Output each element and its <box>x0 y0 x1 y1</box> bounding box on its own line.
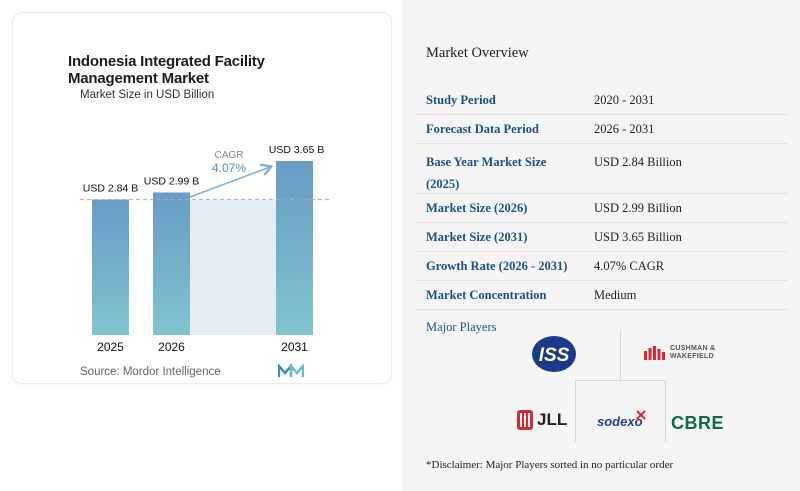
row-value: USD 2.84 Billion <box>594 155 682 169</box>
iss-logo: ISS <box>532 336 576 372</box>
bar-chart: USD 2.84 B USD 2.99 B USD 3.65 B 2025 2026 20… <box>80 144 332 354</box>
bar-2031 <box>276 161 313 335</box>
cushman-wakefield-logo: CUSHMAN & WAKEFIELD <box>644 345 728 361</box>
jll-emblem-icon <box>517 410 533 430</box>
x-tick-label: 2025 <box>97 340 124 354</box>
grid-divider <box>575 380 665 381</box>
x-tick-label: 2026 <box>158 340 185 354</box>
jll-logo-text: JLL <box>537 410 568 429</box>
iss-logo-text: ISS <box>539 345 570 366</box>
overview-title: Market Overview <box>426 45 529 61</box>
x-tick-label: 2031 <box>281 340 308 354</box>
grid-divider <box>575 380 576 442</box>
table-row: Base Year Market Size (2025) USD 2.84 Bi… <box>416 144 788 194</box>
source-note: Source: Mordor Intelligence <box>80 366 221 378</box>
row-value: 4.07% CAGR <box>594 258 665 273</box>
bar-2025 <box>92 199 129 335</box>
table-row: Growth Rate (2026 - 2031) 4.07% CAGR <box>416 252 788 281</box>
table-row: Market Size (2031) USD 3.65 Billion <box>416 223 788 252</box>
cushman-bars-icon <box>644 346 665 360</box>
data-label: USD 3.65 B <box>269 144 324 156</box>
table-row: Study Period 2020 - 2031 <box>416 86 788 115</box>
grid-divider <box>665 380 666 442</box>
row-value: 2020 - 2031 <box>594 92 655 107</box>
market-overview-panel <box>402 0 800 491</box>
disclaimer: *Disclaimer: Major Players sorted in no … <box>426 459 674 471</box>
cbre-logo: CBRE <box>671 413 725 433</box>
cagr-value: 4.07% <box>212 161 246 175</box>
chart-title: Indonesia Integrated Facility Management… <box>68 53 265 87</box>
table-row: Market Concentration Medium <box>416 281 788 310</box>
row-value: 2026 - 2031 <box>594 121 655 136</box>
row-value: USD 2.99 Billion <box>594 200 682 215</box>
row-key: Growth Rate (2026 - 2031) <box>426 258 568 273</box>
row-value: USD 3.65 Billion <box>594 229 682 244</box>
sodexo-star-icon <box>636 410 646 420</box>
row-key: Study Period <box>426 92 496 107</box>
row-key: Forecast Data Period <box>426 121 539 136</box>
mordor-logo-icon <box>278 364 304 377</box>
sodexo-logo: sodexo <box>597 414 643 429</box>
row-key: Market Size (2031) <box>426 229 528 244</box>
bar-2026 <box>153 192 190 335</box>
row-key: Base Year Market Size (2025) <box>426 155 547 191</box>
cagr-label: CAGR <box>215 150 244 161</box>
row-value: Medium <box>594 287 637 302</box>
grid-divider <box>620 330 621 380</box>
data-label: USD 2.99 B <box>144 175 199 187</box>
cushman-logo-text: CUSHMAN & WAKEFIELD <box>670 345 716 360</box>
row-key: Market Size (2026) <box>426 200 528 215</box>
cagr-band <box>190 199 276 335</box>
cagr-arrow <box>189 167 270 198</box>
overview-table: Study Period 2020 - 2031 Forecast Data P… <box>416 86 788 310</box>
chart-subtitle: Market Size in USD Billion <box>80 89 215 101</box>
row-key: Market Concentration <box>426 287 547 302</box>
data-label: USD 2.84 B <box>83 183 138 195</box>
table-row: Market Size (2026) USD 2.99 Billion <box>416 194 788 223</box>
table-row: Forecast Data Period 2026 - 2031 <box>416 115 788 144</box>
major-players-title: Major Players <box>426 320 497 334</box>
jll-logo: JLL <box>517 410 567 430</box>
